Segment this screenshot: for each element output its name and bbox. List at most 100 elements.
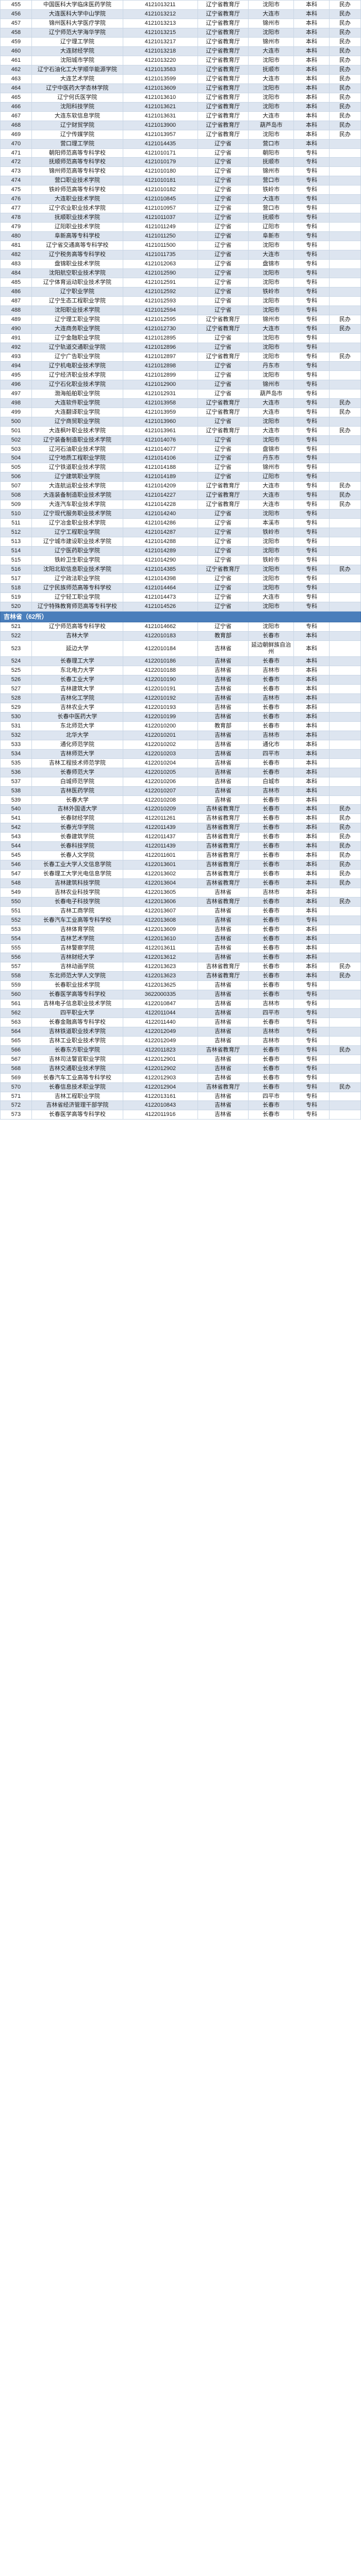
cell-level: 专科 <box>293 989 330 999</box>
cell-index: 533 <box>0 739 32 750</box>
cell-school-name: 大连商务职业学院 <box>31 324 123 334</box>
cell-location: 长春市 <box>248 702 294 713</box>
cell-authority: 辽宁省 <box>197 222 249 232</box>
cell-level: 本科 <box>293 665 330 675</box>
cell-level: 本科 <box>293 702 330 713</box>
cell-school-code: 4122013625 <box>122 980 198 990</box>
cell-index: 457 <box>0 18 32 28</box>
cell-location: 大连市 <box>248 74 294 84</box>
cell-school-code: 4121013217 <box>122 37 198 47</box>
table-row: 513 辽宁城市建设职业技术学院 4121014288 辽宁省 沈阳市 专科 <box>0 537 361 547</box>
table-row: 548 吉林建筑科技学院 4122013604 吉林省教育厅 长春市 本科 民办 <box>0 878 361 889</box>
cell-index: 509 <box>0 500 32 510</box>
cell-level: 本科 <box>293 776 330 787</box>
table-row: 524 长春理工大学 4122010186 吉林省 长春市 本科 <box>0 656 361 666</box>
table-row: 535 吉林工程技术师范学院 4122010204 吉林省 长春市 本科 <box>0 758 361 768</box>
cell-index: 470 <box>0 139 32 149</box>
cell-index: 465 <box>0 92 32 103</box>
cell-location: 大连市 <box>248 490 294 501</box>
cell-index: 541 <box>0 814 32 824</box>
table-row: 514 辽宁医药职业学院 4121014289 辽宁省 沈阳市 专科 <box>0 546 361 556</box>
cell-location: 长春市 <box>248 1054 294 1064</box>
table-row: 457 锦州医科大学医疗学院 4121013213 辽宁省教育厅 锦州市 本科 民办 <box>0 18 361 28</box>
cell-remark <box>329 776 361 787</box>
table-row: 458 辽宁师范大学海华学院 4121013215 辽宁省教育厅 沈阳市 本科 民办 <box>0 27 361 38</box>
cell-location: 沈阳市 <box>248 83 294 93</box>
cell-remark: 民办 <box>329 129 361 140</box>
cell-authority: 辽宁省教育厅 <box>197 0 249 10</box>
cell-school-name: 长春工业大学 <box>31 674 123 685</box>
cell-index: 489 <box>0 314 32 325</box>
table-row: 512 辽宁工程职业学院 4121014287 辽宁省 铁岭市 专科 <box>0 528 361 538</box>
cell-location: 吉林市 <box>248 693 294 703</box>
cell-remark <box>329 980 361 990</box>
cell-location: 葫芦岛市 <box>248 120 294 130</box>
cell-level: 专科 <box>293 296 330 306</box>
cell-index: 543 <box>0 832 32 842</box>
table-row: 519 辽宁轻工职业学院 4121014473 辽宁省 大连市 专科 <box>0 592 361 602</box>
table-row: 552 长春汽车工业高等专科学校 4122013608 吉林省 长春市 专科 <box>0 916 361 926</box>
cell-school-name: 辽宁石化职业技术学院 <box>31 379 123 389</box>
cell-level: 本科 <box>293 869 330 879</box>
cell-index: 526 <box>0 674 32 685</box>
cell-school-code: 3622000335 <box>122 989 198 999</box>
cell-index: 544 <box>0 841 32 852</box>
table-row: 465 辽宁何氏医学院 4121013610 辽宁省教育厅 沈阳市 本科 民办 <box>0 92 361 103</box>
cell-remark <box>329 139 361 149</box>
cell-level: 本科 <box>293 721 330 731</box>
cell-school-name: 辽宁政法职业学院 <box>31 574 123 584</box>
table-row: 542 长春光华学院 4122011439 吉林省教育厅 长春市 本科 民办 <box>0 823 361 833</box>
cell-authority: 吉林省教育厅 <box>197 851 249 861</box>
cell-level: 本科 <box>293 27 330 38</box>
cell-school-name: 长春人文学院 <box>31 851 123 861</box>
cell-index: 555 <box>0 943 32 953</box>
cell-school-name: 长春理工大学光电信息学院 <box>31 869 123 879</box>
table-row: 541 长春财经学院 4122011261 吉林省教育厅 长春市 本科 民办 <box>0 814 361 824</box>
cell-authority: 吉林省 <box>197 711 249 722</box>
cell-remark: 民办 <box>329 1045 361 1055</box>
cell-location: 沈阳市 <box>248 537 294 547</box>
cell-level: 本科 <box>293 832 330 842</box>
cell-index: 530 <box>0 711 32 722</box>
cell-school-code: 4121012898 <box>122 361 198 371</box>
cell-level: 本科 <box>293 823 330 833</box>
table-row: 550 长春电子科技学院 4122013606 吉林省教育厅 长春市 本科 民办 <box>0 897 361 907</box>
cell-remark <box>329 185 361 195</box>
table-row: 466 沈阳科技学院 4121013621 辽宁省教育厅 沈阳市 本科 民办 <box>0 101 361 112</box>
cell-remark: 民办 <box>329 804 361 815</box>
cell-school-code: 4122010205 <box>122 767 198 777</box>
cell-level: 本科 <box>293 656 330 666</box>
cell-index: 542 <box>0 823 32 833</box>
cell-school-code: 4121014290 <box>122 555 198 566</box>
cell-remark: 民办 <box>329 120 361 130</box>
cell-index: 493 <box>0 351 32 362</box>
cell-index: 495 <box>0 370 32 380</box>
cell-school-name: 辽宁石油化工大学顺华能源学院 <box>31 64 123 75</box>
table-row: 556 吉林财经大学 4122013612 吉林省 长春市 本科 <box>0 952 361 962</box>
cell-location: 大连市 <box>248 46 294 56</box>
cell-school-name: 辽宁经济职业技术学院 <box>31 370 123 380</box>
cell-index: 456 <box>0 9 32 19</box>
table-row: 530 长春中医药大学 4122010199 吉林省 长春市 本科 <box>0 711 361 722</box>
cell-remark <box>329 906 361 917</box>
cell-location: 四平市 <box>248 1008 294 1018</box>
table-row: 455 中国医科大学临床医药学院 4121013211 辽宁省教育厅 沈阳市 本科 民办 <box>0 0 361 10</box>
cell-index: 500 <box>0 416 32 427</box>
table-row: 462 辽宁石油化工大学顺华能源学院 4121013583 辽宁省教育厅 抚顺市 本科 民办 <box>0 64 361 75</box>
cell-school-name: 吉林动画学院 <box>31 961 123 972</box>
cell-location: 沈阳市 <box>248 55 294 65</box>
cell-authority: 吉林省 <box>197 640 249 657</box>
cell-remark: 民办 <box>329 55 361 65</box>
cell-school-name: 长春医学高等专科学校 <box>31 989 123 999</box>
cell-authority: 辽宁省教育厅 <box>197 129 249 140</box>
cell-remark <box>329 583 361 593</box>
cell-remark <box>329 231 361 242</box>
cell-level: 专科 <box>293 305 330 315</box>
cell-index: 469 <box>0 129 32 140</box>
cell-location: 沈阳市 <box>248 583 294 593</box>
cell-school-code: 4121010181 <box>122 176 198 186</box>
cell-level: 专科 <box>293 1008 330 1018</box>
cell-remark <box>329 622 361 632</box>
cell-index: 496 <box>0 379 32 389</box>
cell-level: 本科 <box>293 120 330 130</box>
